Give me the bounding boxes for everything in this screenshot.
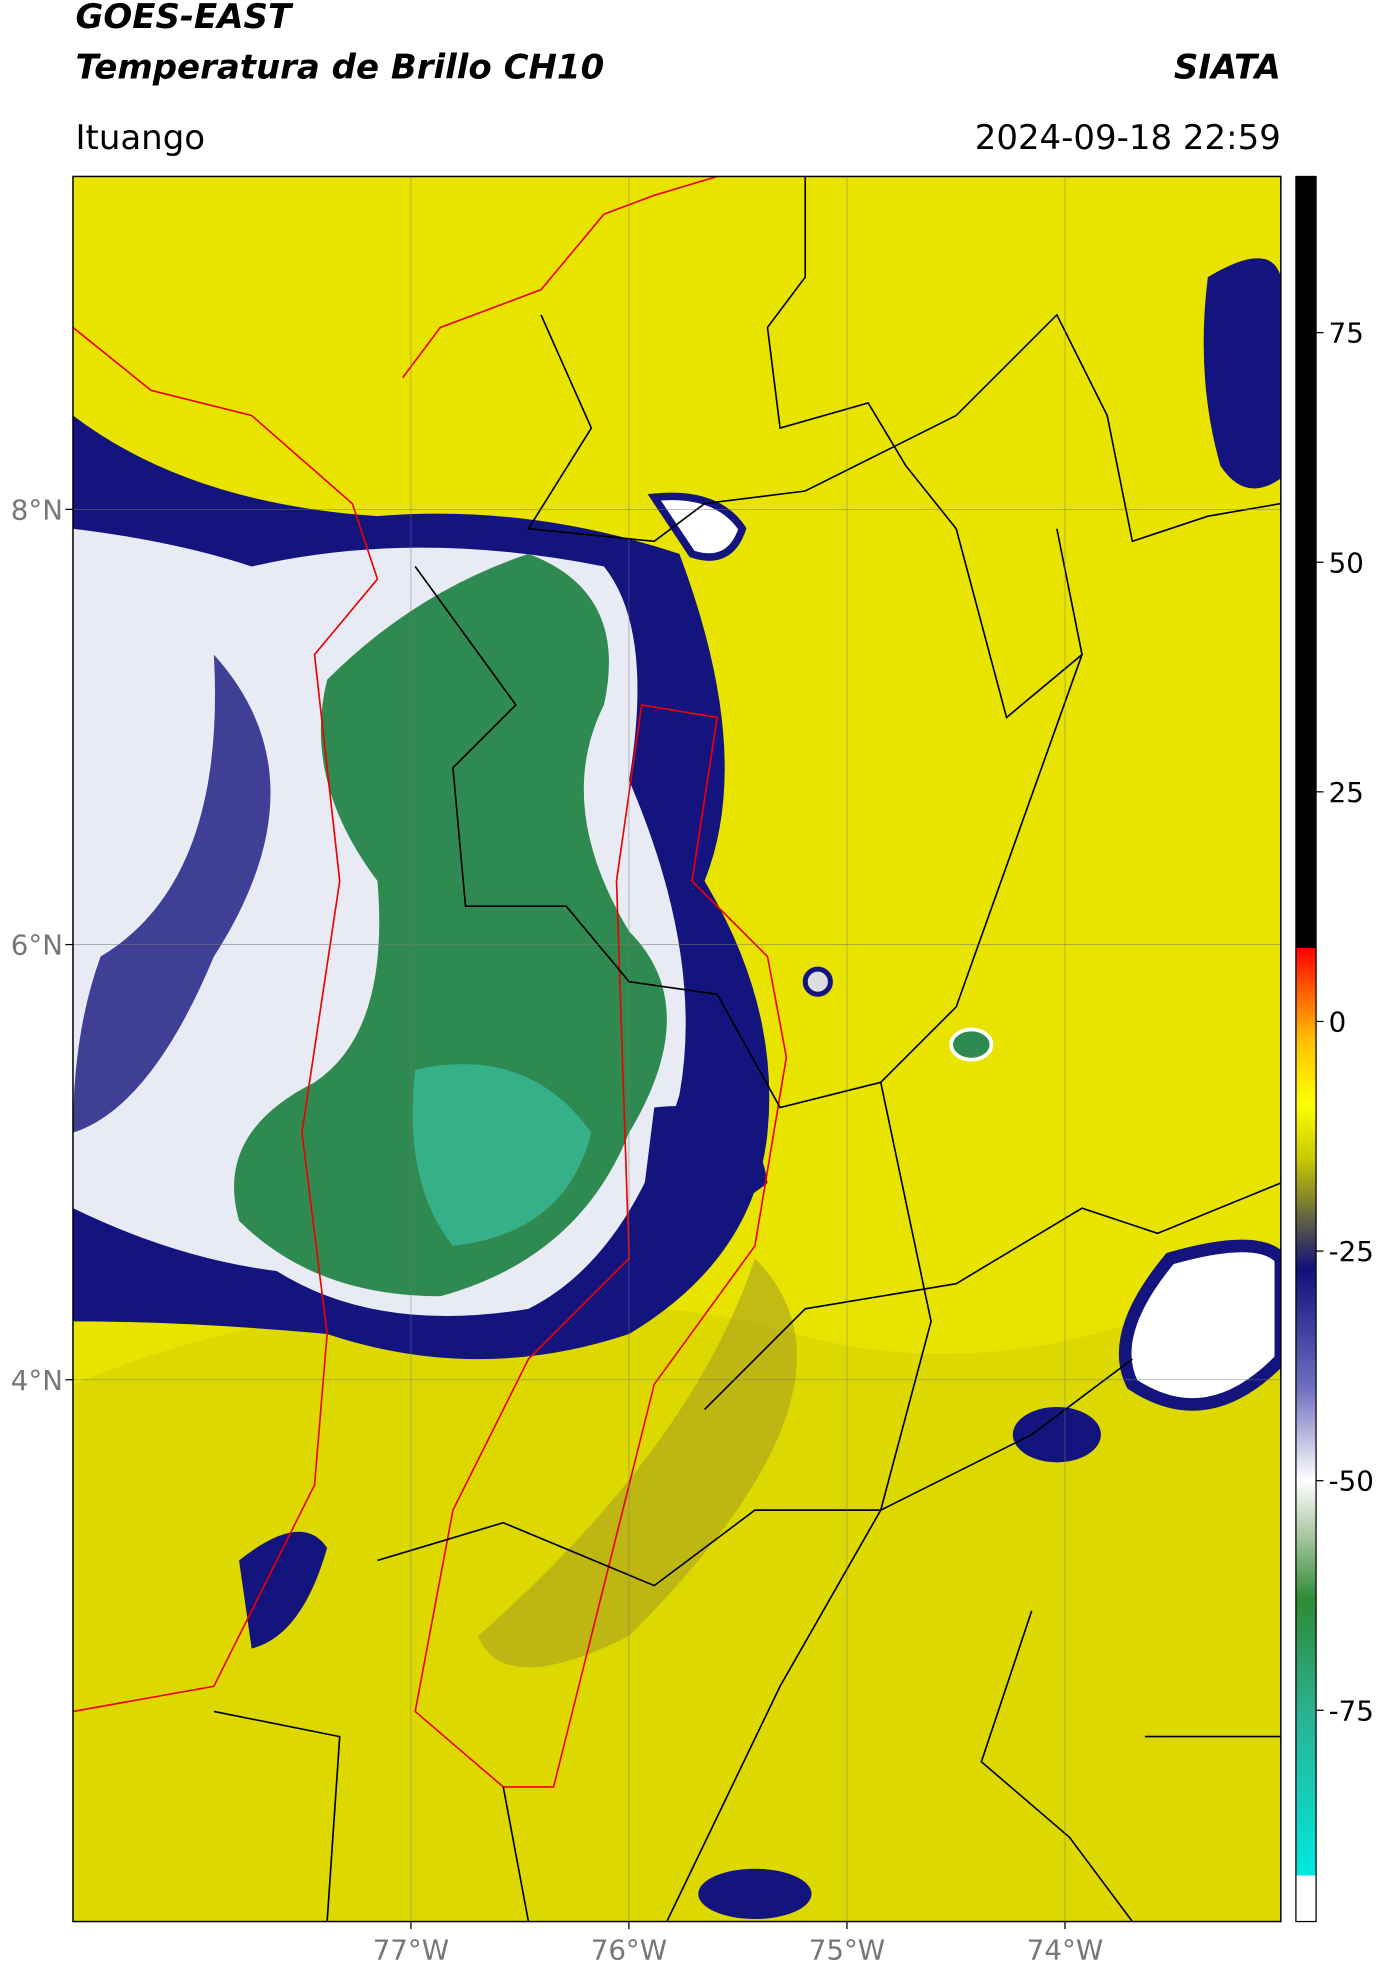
y-tick-label: 8°N bbox=[11, 493, 63, 526]
subtitle: Temperatura de Brillo CH10 bbox=[75, 47, 604, 87]
location: Ituango bbox=[75, 118, 205, 158]
title: GOES-EAST bbox=[75, 0, 293, 37]
colorbar-tick-label: 75 bbox=[1329, 317, 1364, 350]
colorbar-tick-label: 0 bbox=[1329, 1006, 1347, 1039]
colorbar-tick-label: -50 bbox=[1329, 1465, 1374, 1498]
x-tick-label: 74°W bbox=[1027, 1933, 1103, 1966]
datetime: 2024-09-18 22:59 bbox=[975, 118, 1281, 158]
colorbar-tick-label: -75 bbox=[1329, 1694, 1374, 1727]
map-frame bbox=[72, 175, 1282, 1923]
y-tick-label: 4°N bbox=[11, 1364, 63, 1397]
colorbar-tick-label: 25 bbox=[1329, 776, 1364, 809]
colorbar bbox=[1295, 175, 1317, 1923]
x-tick-label: 77°W bbox=[373, 1933, 449, 1966]
colorbar-tick-label: 50 bbox=[1329, 546, 1364, 579]
x-tick-label: 75°W bbox=[809, 1933, 885, 1966]
y-tick-label: 6°N bbox=[11, 929, 63, 962]
colorbar-tick-label: -25 bbox=[1329, 1235, 1374, 1268]
x-tick-label: 76°W bbox=[591, 1933, 667, 1966]
agency: SIATA bbox=[1174, 47, 1281, 87]
satellite-image bbox=[72, 176, 1281, 1922]
